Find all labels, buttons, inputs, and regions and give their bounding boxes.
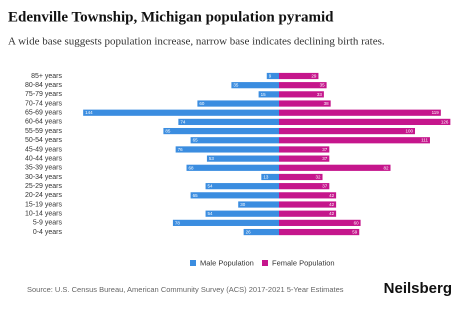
female-bar — [279, 173, 323, 181]
y-tick-label: 70-74 years — [25, 100, 62, 107]
data-label: 74 — [180, 119, 186, 124]
data-label: 78 — [175, 220, 181, 225]
data-label: 60 — [199, 101, 205, 106]
data-label: 119 — [432, 110, 440, 115]
data-label: 60 — [354, 220, 360, 225]
data-label: 42 — [329, 193, 335, 198]
data-label: 42 — [329, 202, 335, 207]
male-bar — [266, 72, 279, 80]
source-note: Source: U.S. Census Bureau, American Com… — [27, 285, 344, 294]
y-tick-label: 50-54 years — [25, 137, 62, 144]
data-label: 30 — [240, 202, 246, 207]
data-label: 32 — [316, 174, 322, 179]
female-bar — [279, 219, 361, 226]
data-label: 37 — [322, 147, 328, 152]
data-label: 42 — [329, 211, 335, 216]
chart-title: Edenville Township, Michigan population … — [8, 9, 334, 25]
data-label: 82 — [384, 165, 390, 170]
y-tick-label: 80-84 years — [25, 82, 62, 89]
y-tick-label: 45-49 years — [25, 146, 62, 153]
male-bar — [172, 219, 279, 226]
data-label: 26 — [246, 230, 252, 235]
male-bar — [205, 210, 279, 217]
female-bar — [279, 146, 330, 153]
data-label: 144 — [85, 110, 93, 115]
legend-label: Male Population — [200, 258, 254, 267]
y-tick-label: 75-79 years — [25, 91, 62, 98]
male-bar — [231, 82, 279, 89]
data-label: 65 — [193, 138, 199, 143]
y-tick-label: 55-59 years — [25, 128, 62, 135]
female-bar — [279, 201, 337, 208]
female-bar — [279, 183, 330, 190]
y-tick-label: 20-24 years — [25, 192, 62, 199]
data-label: 126 — [441, 119, 449, 124]
data-label: 54 — [208, 184, 214, 189]
male-bar — [83, 109, 279, 116]
male-bar — [178, 118, 279, 125]
y-tick-label: 60-64 years — [25, 119, 62, 126]
female-bar — [279, 137, 430, 144]
y-tick-label: 40-44 years — [25, 155, 62, 162]
data-label: 85 — [165, 129, 171, 134]
female-bar — [279, 72, 319, 80]
male-bar — [258, 91, 279, 98]
male-bar — [243, 228, 279, 236]
male-bar — [197, 100, 279, 107]
y-tick-label: 25-29 years — [25, 183, 62, 190]
male-bar — [206, 155, 279, 162]
female-bar — [279, 118, 451, 125]
data-label: 33 — [317, 92, 323, 97]
y-tick-label: 10-14 years — [25, 211, 62, 218]
data-label: 100 — [405, 129, 413, 134]
data-label: 53 — [209, 156, 215, 161]
male-bar — [190, 137, 279, 144]
data-label: 54 — [208, 211, 214, 216]
male-bar — [238, 201, 279, 208]
female-bar — [279, 82, 327, 89]
legend-swatch — [190, 260, 196, 266]
data-label: 37 — [322, 156, 328, 161]
female-bar — [279, 228, 360, 236]
data-label: 29 — [311, 73, 317, 78]
female-bar — [279, 127, 415, 135]
y-tick-label: 35-39 years — [25, 165, 62, 172]
y-tick-label: 85+ years — [31, 73, 62, 80]
female-bar — [279, 91, 324, 98]
female-bar — [279, 100, 331, 107]
female-bar — [279, 155, 330, 162]
data-label: 15 — [261, 92, 267, 97]
female-bar — [279, 192, 337, 199]
y-tick-label: 5-9 years — [33, 220, 63, 227]
male-bar — [186, 164, 279, 171]
chart-subtitle: A wide base suggests population increase… — [8, 36, 385, 48]
data-label: 111 — [421, 138, 428, 143]
y-tick-label: 30-34 years — [25, 174, 62, 181]
data-label: 9 — [269, 73, 272, 78]
male-bar — [163, 127, 279, 135]
brand-logo: Neilsberg — [384, 280, 452, 297]
data-label: 76 — [178, 147, 184, 152]
male-bar — [261, 173, 279, 181]
data-label: 59 — [352, 230, 358, 235]
data-label: 35 — [320, 83, 326, 88]
y-tick-label: 15-19 years — [25, 201, 62, 208]
male-bar — [190, 192, 279, 199]
data-label: 37 — [322, 184, 328, 189]
data-label: 68 — [189, 165, 195, 170]
female-bar — [279, 164, 391, 171]
male-bar — [205, 183, 279, 190]
legend-label: Female Population — [272, 258, 335, 267]
data-label: 38 — [324, 101, 330, 106]
legend-swatch — [262, 260, 268, 266]
data-label: 65 — [193, 193, 199, 198]
data-label: 35 — [233, 83, 239, 88]
female-bar — [279, 109, 441, 116]
data-label: 13 — [263, 174, 269, 179]
male-bar — [175, 146, 279, 153]
y-tick-label: 65-69 years — [25, 110, 62, 117]
female-bar — [279, 210, 337, 217]
y-tick-label: 0-4 years — [33, 229, 63, 236]
